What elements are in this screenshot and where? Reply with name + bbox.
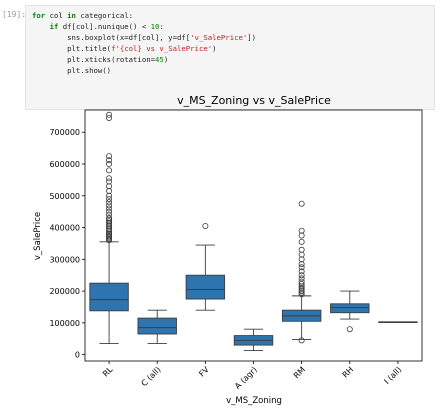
y-tick-label: 700000 [49, 128, 80, 137]
outlier-point [298, 272, 305, 279]
outlier-point [106, 178, 113, 185]
outlier-point [106, 161, 113, 168]
chart-title: v_MS_Zoning vs v_SalePrice [177, 94, 331, 107]
x-tick-label: C (all) [139, 365, 162, 388]
outlier-point [298, 227, 305, 234]
outlier-point [298, 337, 305, 344]
outlier-point [298, 275, 305, 282]
code-line: plt.title(f'{col} vs v_SalePrice') [32, 44, 217, 54]
code-line: sns.boxplot(x=df[col], y=df['v_SalePrice… [32, 33, 257, 43]
outlier-point [106, 199, 113, 206]
x-tick-label: FV [197, 365, 211, 379]
outlier-point [202, 222, 209, 229]
plot-area [84, 109, 423, 362]
code-line: if df[col].nunique() < 10: [49, 22, 164, 32]
outlier-point [298, 281, 305, 288]
outlier-point [106, 215, 113, 222]
box-group [89, 111, 129, 344]
y-tick-label: 600000 [49, 160, 80, 169]
box-group [330, 290, 370, 333]
x-axis-label: v_MS_Zoning [226, 396, 282, 406]
outlier-point [106, 153, 113, 160]
box [330, 303, 370, 314]
outlier-point [346, 326, 353, 333]
y-tick-label: 200000 [49, 287, 80, 296]
outlier-point [106, 205, 113, 212]
code-line: for col in categorical: [32, 11, 134, 20]
outlier-point [106, 175, 113, 182]
outlier-point [298, 278, 305, 285]
box [89, 282, 129, 312]
cell-prompt: [19]: [2, 10, 27, 19]
x-tick-label: RH [341, 365, 356, 380]
outlier-point [298, 289, 305, 296]
outlier-point [106, 227, 113, 234]
outlier-point [106, 192, 113, 199]
y-tick-label: 0 [75, 351, 80, 360]
y-axis: 0 100000 200000 300000 400000 500000 600000 700… [49, 128, 85, 360]
outlier-point [298, 268, 305, 275]
outlier-point [298, 261, 305, 268]
outlier-point [106, 157, 113, 164]
outlier-point [298, 232, 305, 239]
outlier-point [106, 211, 113, 218]
code-editor[interactable]: for col in categorical: if df[col].nuniq… [32, 10, 256, 77]
outlier-point [106, 202, 113, 209]
box [185, 274, 226, 300]
outlier-point [106, 226, 113, 233]
box [137, 317, 177, 335]
x-axis: RL C (all) FV A (agr) RM RH I (all) [101, 361, 403, 391]
box-group [137, 309, 177, 344]
outlier-point [106, 222, 113, 229]
outlier-point [106, 218, 113, 225]
outlier-point [106, 224, 113, 231]
outlier-point [106, 195, 113, 202]
outlier-point [106, 114, 113, 121]
outlier-point [298, 264, 305, 271]
box-group [233, 328, 274, 351]
code-line: plt.xticks(rotation=45) [32, 55, 169, 65]
x-tick-label: RL [101, 365, 115, 379]
outlier-point [106, 229, 113, 236]
x-tick-label: A (agr) [233, 365, 259, 391]
outlier-point [106, 216, 113, 223]
outlier-point [298, 246, 305, 253]
boxes [89, 111, 418, 351]
outlier-point [298, 251, 305, 258]
outlier-point [106, 111, 113, 118]
box-group [281, 200, 322, 344]
outlier-point [298, 291, 305, 298]
outlier-point [298, 256, 305, 263]
x-tick-label: RM [292, 365, 307, 380]
outlier-point [106, 188, 113, 195]
outlier-point [106, 230, 113, 237]
code-cell[interactable]: for col in categorical: if df[col].nuniq… [25, 5, 435, 110]
box-group [378, 321, 418, 323]
y-tick-label: 500000 [49, 192, 80, 201]
outlier-point [298, 288, 305, 295]
outlier-point [298, 283, 305, 290]
y-tick-label: 100000 [49, 319, 80, 328]
y-tick-label: 300000 [49, 255, 80, 264]
y-tick-label: 400000 [49, 224, 80, 233]
code-line: plt.show() [32, 66, 112, 76]
outlier-point [298, 200, 305, 207]
x-tick-label: I (all) [382, 365, 403, 386]
y-axis-label: v_SalePrice [33, 212, 43, 260]
outlier-point [106, 167, 113, 174]
outlier-point [106, 221, 113, 228]
outlier-point [106, 208, 113, 215]
box-group [185, 222, 226, 311]
outlier-point [298, 238, 305, 245]
outlier-point [106, 219, 113, 226]
outlier-point [106, 183, 113, 190]
outlier-point [298, 284, 305, 291]
